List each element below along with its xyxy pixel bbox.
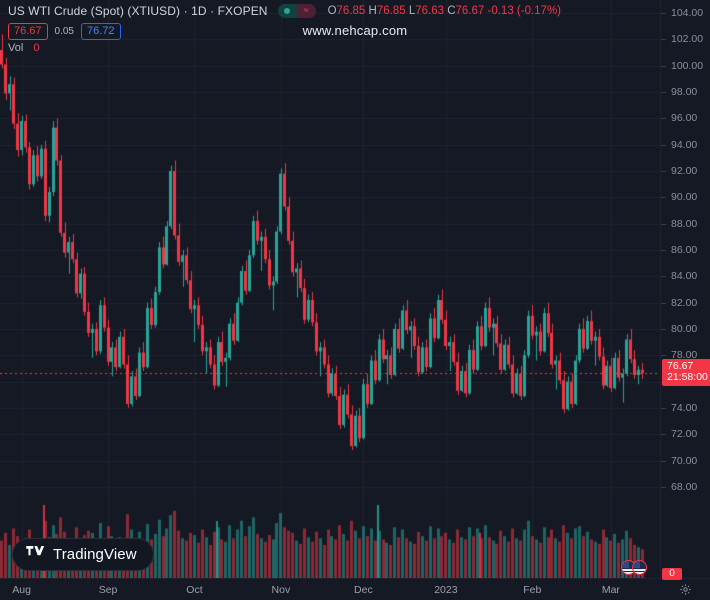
chart-settings-gear-icon[interactable] [660, 578, 710, 600]
market-open-dot-icon [277, 3, 297, 18]
tradingview-logo-icon [26, 545, 46, 564]
price-axis[interactable]: 76.67 21:58:00 0 104.00 102.00 100.00 98.00… [660, 0, 710, 580]
price-tick-label: 86.00 [671, 244, 698, 256]
price-tick-mark [661, 487, 666, 488]
price-tick-mark [661, 224, 666, 225]
price-tick-label: 96.00 [671, 112, 698, 125]
price-tick-label: 78.00 [671, 349, 698, 362]
open-label: O [327, 4, 337, 17]
price-tick-mark [661, 250, 666, 251]
price-tick-mark [661, 92, 666, 93]
close-label: C [447, 4, 456, 17]
price-tick-mark [661, 66, 666, 67]
time-tick-label: Sep [98, 584, 118, 596]
price-tick-label: 92.00 [671, 165, 698, 178]
volume-indicator-legend[interactable]: Vol 0 [8, 42, 39, 54]
legend-symbol-row: US WTI Crude (Spot) (XTIUSD) · 1D · FXOP… [8, 3, 561, 18]
spread-value: 0.05 [54, 26, 74, 37]
tradingview-logo-badge[interactable]: TradingView [12, 538, 154, 571]
buy-price-button[interactable]: 76.72 [81, 23, 121, 40]
time-axis[interactable]: Aug Sep Oct Nov Dec 2023 Feb Mar [0, 578, 710, 600]
price-tick-mark [661, 461, 666, 462]
high-label: H [368, 4, 377, 17]
session-status-pills[interactable]: ≈ [277, 3, 316, 18]
tradingview-brand-label: TradingView [53, 546, 137, 563]
price-tick-label: 70.00 [671, 454, 698, 467]
price-tick-label: 100.00 [671, 59, 704, 72]
price-chart-canvas[interactable] [0, 0, 660, 578]
price-tick-mark [661, 276, 666, 277]
time-tick-label: Aug [12, 584, 31, 596]
open-value: 76.85 [336, 4, 366, 17]
chart-legend: US WTI Crude (Spot) (XTIUSD) · 1D · FXOP… [8, 3, 561, 40]
price-tick-label: 80.00 [671, 322, 698, 335]
volume-value: 0 [33, 42, 40, 54]
price-tick-mark [661, 145, 666, 146]
price-tick-label: 98.00 [671, 86, 698, 99]
time-tick-label: Dec [354, 584, 373, 596]
site-watermark: www.nehcap.com [302, 23, 408, 38]
price-tick-label: 82.00 [671, 296, 698, 309]
price-tick-mark [661, 329, 666, 330]
price-tick-mark [661, 303, 666, 304]
price-tick-label: 88.00 [671, 217, 698, 230]
price-tick-mark [661, 434, 666, 435]
economic-event-flag-icon[interactable] [632, 560, 647, 575]
chart-type-icon: ≈ [296, 3, 316, 18]
price-tick-mark [661, 197, 666, 198]
price-tick-label: 104.00 [671, 7, 704, 20]
price-tick-mark [661, 408, 666, 409]
high-value: 76.85 [376, 4, 406, 17]
price-tick-label: 72.00 [671, 428, 698, 441]
time-tick-label: 2023 [434, 584, 458, 596]
price-tick-label: 102.00 [671, 33, 704, 46]
time-tick-label: Mar [601, 584, 620, 596]
current-price-value: 76.67 [667, 359, 694, 372]
price-tick-label: 84.00 [671, 270, 698, 283]
sell-price-button[interactable]: 76.67 [8, 23, 48, 40]
low-value: 76.63 [415, 4, 444, 17]
current-volume-badge: 0 [662, 568, 682, 580]
price-tick-label: 94.00 [671, 138, 698, 151]
price-tick-label: 90.00 [671, 191, 698, 204]
legend-quote-row: 76.67 0.05 76.72 [8, 23, 561, 40]
ohlc-values: O76.85 H76.85 L76.63 C76.67 -0.13 (-0.17… [328, 5, 561, 17]
price-tick-mark [661, 39, 666, 40]
price-tick-mark [661, 118, 666, 119]
time-tick-label: Nov [271, 584, 291, 596]
current-time-value: 21:58:00 [667, 371, 708, 384]
price-tick-label: 74.00 [671, 401, 698, 414]
low-label: L [408, 4, 416, 17]
symbol-title[interactable]: US WTI Crude (Spot) (XTIUSD) · 1D · FXOP… [8, 3, 268, 18]
current-price-badge: 76.67 21:58:00 [662, 358, 710, 386]
volume-label: Vol [8, 42, 24, 54]
price-tick-mark [661, 355, 666, 356]
price-tick-mark [661, 171, 666, 172]
close-value: 76.67 [455, 4, 485, 17]
time-tick-label: Feb [523, 584, 542, 596]
price-tick-label: 68.00 [671, 480, 698, 493]
price-change: -0.13 (-0.17%) [487, 4, 562, 17]
time-tick-label: Oct [186, 584, 203, 596]
price-tick-mark [661, 13, 666, 14]
